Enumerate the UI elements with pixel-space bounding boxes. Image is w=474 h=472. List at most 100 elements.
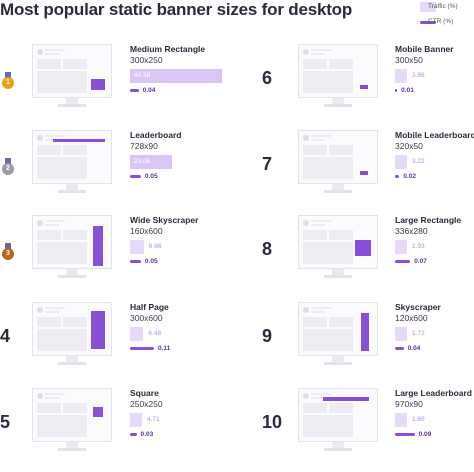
traffic-value-label: 4.71 xyxy=(147,416,160,423)
monitor-illustration xyxy=(32,388,112,452)
rank-number: 7 xyxy=(262,154,273,174)
monitor-screen xyxy=(32,130,112,184)
rank-number: 4 xyxy=(0,326,11,346)
ctr-bar xyxy=(395,89,398,92)
banner-item-6: 6 Mobile Banner 300x50 3.86 0.01 xyxy=(262,44,474,128)
monitor-neck xyxy=(66,356,78,362)
monitor-screen xyxy=(298,215,378,269)
monitor-foot xyxy=(324,448,352,451)
traffic-bar xyxy=(395,240,407,254)
screen-avatar xyxy=(37,135,43,141)
screen-header-line xyxy=(311,220,331,222)
ad-banner xyxy=(91,79,105,90)
screen-avatar xyxy=(37,49,43,55)
traffic-bar xyxy=(395,69,407,83)
monitor-foot xyxy=(58,104,86,107)
medal-ribbon xyxy=(5,243,11,249)
monitor-foot xyxy=(324,362,352,365)
traffic-bar xyxy=(130,413,142,427)
banner-dimensions: 970x90 xyxy=(395,399,423,409)
ctr-value-label: 0.05 xyxy=(144,173,158,180)
screen-content-block xyxy=(37,145,61,155)
banner-item-3: 3 Wide Skyscraper 160x600 6.66 0.05 xyxy=(0,215,230,299)
banner-dimensions: 728x90 xyxy=(130,141,158,151)
ad-banner xyxy=(91,311,105,349)
ctr-value-label: 0.04 xyxy=(142,87,156,94)
ad-banner xyxy=(323,397,369,401)
screen-content-block xyxy=(63,59,87,69)
screen-content-block xyxy=(303,403,327,413)
ad-banner xyxy=(93,226,103,266)
traffic-value-label: 3.86 xyxy=(412,72,425,79)
screen-header-line xyxy=(311,397,325,399)
monitor-illustration xyxy=(32,302,112,366)
monitor-screen xyxy=(298,388,378,442)
screen-content-block xyxy=(303,230,327,240)
ctr-bar xyxy=(395,347,404,350)
screen-content-block xyxy=(63,145,87,155)
traffic-bar xyxy=(395,413,407,427)
ad-banner xyxy=(53,139,105,142)
ctr-value-label: 0.09 xyxy=(418,431,432,438)
bronze-medal-icon: 3 xyxy=(2,243,14,260)
banner-item-8: 8 Large Rectangle 336x280 1.93 0.07 xyxy=(262,215,474,299)
screen-header-line xyxy=(311,53,325,55)
medal-disc xyxy=(2,248,14,260)
monitor-screen xyxy=(32,215,112,269)
monitor-foot xyxy=(58,362,86,365)
screen-content-block xyxy=(303,317,327,327)
ctr-bar xyxy=(395,175,400,178)
screen-header-line xyxy=(311,49,331,51)
ctr-bar xyxy=(130,89,139,92)
ctr-value-label: 0.11 xyxy=(158,345,171,352)
traffic-value-label: 20.08 xyxy=(134,158,151,165)
screen-avatar xyxy=(303,49,309,55)
legend-item-traffic: Traffic (%) xyxy=(420,2,474,14)
banner-dimensions: 250x250 xyxy=(130,399,163,409)
legend-swatch-ctr xyxy=(420,21,436,24)
screen-avatar xyxy=(303,220,309,226)
banner-name: Mobile Leaderboard xyxy=(395,130,474,140)
screen-content-block xyxy=(303,242,353,264)
ctr-bar xyxy=(395,260,411,263)
banner-dimensions: 336x280 xyxy=(395,226,428,236)
banner-name: Large Rectangle xyxy=(395,215,462,225)
screen-header-line xyxy=(45,220,65,222)
screen-content-block xyxy=(303,415,353,437)
screen-header-line xyxy=(45,53,59,55)
ad-banner xyxy=(360,171,368,175)
monitor-neck xyxy=(332,184,344,190)
rank-number: 9 xyxy=(262,326,273,346)
monitor-foot xyxy=(324,275,352,278)
banner-name: Medium Rectangle xyxy=(130,44,206,54)
monitor-foot xyxy=(58,448,86,451)
banner-name: Skyscraper xyxy=(395,302,441,312)
traffic-bar xyxy=(395,155,407,169)
screen-header-line xyxy=(45,139,59,141)
banner-name: Large Leaderboard xyxy=(395,388,472,398)
rank-number: 8 xyxy=(262,239,273,259)
legend-label-ctr: CTR (%) xyxy=(428,18,454,25)
screen-content-block xyxy=(37,59,61,69)
monitor-illustration xyxy=(32,130,112,194)
screen-content-block xyxy=(37,71,87,93)
screen-content-block xyxy=(37,317,61,327)
ctr-bar xyxy=(130,260,141,263)
banner-name: Half Page xyxy=(130,302,169,312)
banner-item-2: 2 Leaderboard 728x90 20.08 0.05 xyxy=(0,130,230,214)
screen-header-line xyxy=(45,397,59,399)
ctr-value-label: 0.05 xyxy=(144,258,158,265)
ad-banner xyxy=(93,407,103,417)
screen-content-block xyxy=(63,230,87,240)
banner-name: Square xyxy=(130,388,159,398)
screen-header-line xyxy=(45,307,65,309)
screen-content-block xyxy=(37,415,87,437)
screen-content-block xyxy=(303,145,327,155)
ctr-bar xyxy=(395,433,415,436)
traffic-value-label: 6.48 xyxy=(148,330,162,337)
screen-content-block xyxy=(329,230,353,240)
monitor-neck xyxy=(66,98,78,104)
traffic-value-label: 1.72 xyxy=(412,330,425,337)
monitor-illustration xyxy=(298,44,378,108)
monitor-illustration xyxy=(298,215,378,279)
